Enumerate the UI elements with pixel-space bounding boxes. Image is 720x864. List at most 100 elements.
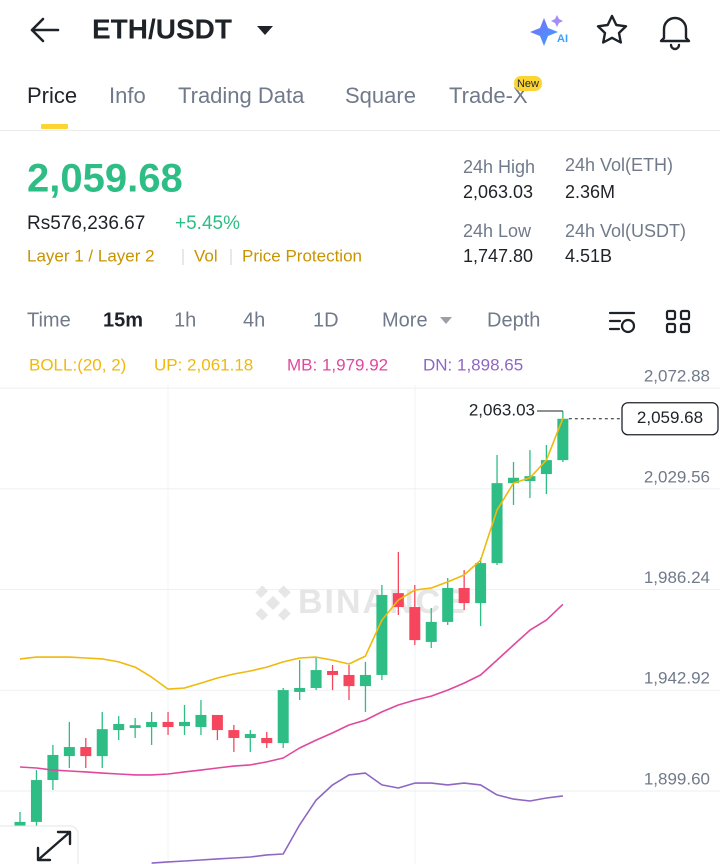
candle-body [442,587,454,622]
ai-button[interactable]: AI [530,15,568,46]
new-badge: New [517,78,539,90]
candle-body [343,674,355,687]
candle-body [277,690,289,744]
candle-body [80,747,92,757]
candle-body [508,477,519,484]
y-tick-label: 1,986.24 [644,568,710,587]
legend-entry: DN: 1,898.65 [423,355,523,374]
tag[interactable]: Vol [194,246,218,265]
tab[interactable]: Info [109,83,146,108]
pair-title[interactable]: ETH/USDT [92,13,232,44]
timeframe[interactable]: 15m [103,309,143,331]
icon-square [665,309,677,321]
candle-body [244,734,256,738]
candle-body [63,747,75,757]
fullscreen-button[interactable] [0,825,79,864]
back-button[interactable] [30,17,60,43]
new-badge-bg [514,76,542,91]
candle-body [458,587,470,604]
stat-value: 2.36M [565,182,615,202]
candle-body [30,780,42,822]
timeframe[interactable]: 4h [243,309,265,331]
y-tick-label: 2,072.88 [644,367,710,386]
candle-body [129,725,141,728]
y-tick-label: 1,899.60 [644,769,710,788]
candle-body [228,730,240,738]
active-tab-indicator [41,124,68,129]
layout-button[interactable] [665,309,691,334]
stat-label: 24h High [463,157,535,177]
candle-body [540,460,552,475]
indicator-name: BOLL:(20, 2) [29,355,126,374]
candle-body [146,721,158,728]
tab[interactable]: Trading Data [178,83,305,108]
timeframe[interactable]: Depth [487,309,540,331]
candle-body [261,737,273,744]
candle-body [376,594,388,675]
candle-body [179,721,190,727]
high-marker-label: 2,063.03 [469,400,535,419]
y-tick-label: 2,029.56 [644,467,710,486]
icon-square [679,309,691,321]
tag[interactable]: Price Protection [242,246,362,265]
legend-entry: UP: 2,061.18 [154,355,253,374]
candle-body [162,721,174,728]
candle-body [310,670,322,688]
tag[interactable]: Layer 1 / Layer 2 [27,246,155,265]
stat-value: 4.51B [565,246,612,266]
icon-square [665,322,677,334]
last-price: 2,059.68 [27,157,183,201]
plot [14,410,569,864]
tab[interactable]: Square [345,83,416,108]
price-markers: 2,063.03 2,059.68 [469,400,719,436]
pair-dropdown[interactable] [257,26,273,35]
ai-badge: AI [557,33,568,45]
candle-body [557,418,569,461]
indicator-line [151,772,564,864]
candle-body [359,674,371,687]
ai-sparkle-small [551,15,563,27]
timeframe[interactable]: 1h [174,309,196,331]
notification-button[interactable] [659,16,691,51]
candle-body [96,729,108,757]
stat-value: 2,063.03 [463,182,533,202]
bell-clapper [669,43,681,51]
more-dropdown[interactable] [440,317,452,324]
last-price-label: 2,059.68 [637,408,703,427]
grid [0,385,720,864]
candle-body [47,754,59,781]
icon-gear [620,318,636,334]
indicator-line [19,418,564,690]
candle-body [195,714,207,728]
price-change: +5.45% [175,213,240,234]
candle-body [294,687,306,692]
timeframe[interactable]: Time [27,309,71,331]
candle-body [327,671,339,675]
ai-sparkle [530,18,558,46]
watermark-logo [255,585,291,621]
indicator-line [19,603,564,776]
favorite-button[interactable] [596,14,628,44]
tab[interactable]: Price [27,83,77,108]
candle-body [409,607,421,641]
fullscreen-bg [0,825,79,864]
candle-body [211,714,223,731]
legend-entry: MB: 1,979.92 [287,355,388,374]
timeframe[interactable]: More [382,309,428,331]
last-price-box [621,402,719,436]
y-tick-label: 1,942.92 [644,669,710,688]
stat-label: 24h Vol(USDT) [565,221,686,241]
stat-label: 24h Low [463,221,532,241]
stat-label: 24h Vol(ETH) [565,155,673,175]
fullscreen-icon [36,830,72,862]
timeframe[interactable]: 1D [313,309,339,331]
candle-body [113,724,125,731]
bell [659,16,691,43]
candle-body [491,483,503,564]
candle-body [475,563,487,604]
indicator-settings-button[interactable] [608,311,636,334]
icon-square [679,322,691,334]
local-price: Rs576,236.67 [27,213,145,234]
